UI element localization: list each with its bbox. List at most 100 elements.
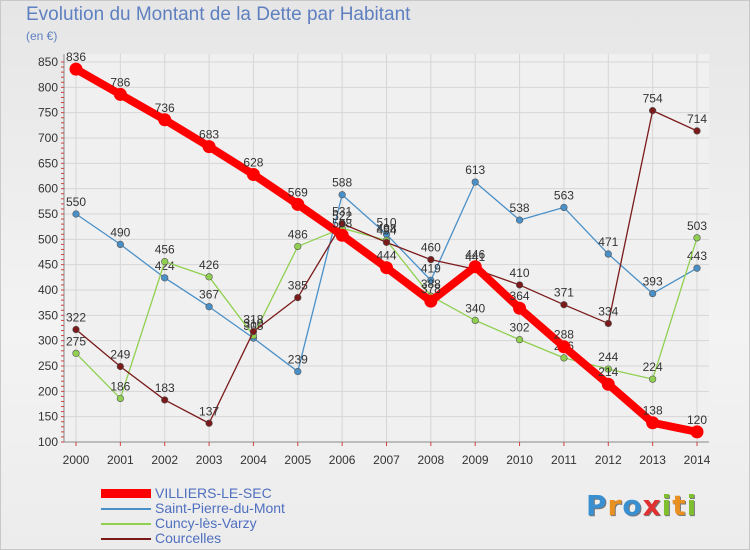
y-tick-label: 300: [38, 334, 58, 348]
data-point: [116, 240, 124, 248]
y-tick-label: 500: [38, 232, 58, 246]
y-tick-label: 450: [38, 258, 58, 272]
data-label: 186: [110, 379, 130, 393]
data-label: 214: [598, 365, 618, 379]
data-point: [427, 276, 435, 284]
data-point: [161, 396, 169, 404]
data-label: 683: [199, 128, 219, 142]
data-label: 378: [421, 282, 441, 296]
data-point: [205, 419, 213, 427]
data-label: 444: [376, 249, 396, 263]
data-label: 714: [687, 112, 707, 126]
data-point: [604, 365, 612, 373]
y-tick-label: 750: [38, 106, 58, 120]
data-label: 510: [376, 215, 396, 229]
data-label: 456: [155, 243, 175, 257]
y-tick-label: 700: [38, 131, 58, 145]
data-point: [158, 113, 172, 127]
data-label: 388: [421, 277, 441, 291]
x-tick-label: 2011: [551, 453, 577, 467]
y-tick-label: 350: [38, 308, 58, 322]
data-label: 498: [376, 221, 396, 235]
data-point: [515, 281, 524, 289]
y-tick-label: 150: [38, 410, 58, 424]
data-point: [72, 349, 80, 357]
series-villiers-le-sec: 836 786 736 683 628 569 508 444 378 446 364 288 214 1…: [66, 50, 707, 439]
data-point: [335, 228, 349, 242]
data-label: 508: [332, 216, 352, 230]
y-tick-label: 400: [38, 283, 58, 297]
x-tick-label: 2013: [639, 453, 666, 467]
data-point: [291, 197, 305, 211]
y-tick-label: 800: [38, 80, 58, 94]
data-point: [294, 294, 302, 302]
data-label: 183: [155, 381, 175, 395]
data-point: [72, 325, 80, 334]
data-point: [515, 336, 524, 344]
data-label: 340: [465, 301, 485, 315]
x-tick-label: 2003: [196, 453, 223, 467]
x-tick-label: 2014: [684, 453, 711, 467]
data-point: [205, 303, 213, 311]
x-tick-label: 2000: [63, 453, 90, 467]
legend-item: VILLIERS-LE-SEC: [101, 486, 285, 501]
legend: VILLIERS-LE-SEC Saint-Pierre-du-Mont Cuncy…: [101, 486, 285, 546]
data-point: [202, 140, 216, 154]
data-label: 563: [554, 188, 574, 202]
data-label: 424: [155, 259, 175, 273]
legend-swatch: [101, 489, 151, 498]
data-point: [649, 107, 657, 115]
data-point: [116, 362, 124, 371]
data-label: 736: [155, 101, 175, 115]
legend-swatch: [101, 537, 151, 540]
data-label: 490: [110, 225, 130, 239]
data-point: [424, 294, 438, 308]
data-label: 410: [510, 266, 530, 280]
series-courcelles: 322 249 183 137 318 385 531 494 460 441 410 371 334 7…: [66, 92, 707, 427]
data-point: [646, 416, 660, 430]
data-label: 460: [421, 241, 441, 255]
data-label: 419: [421, 261, 441, 275]
data-point: [382, 238, 391, 246]
data-point: [246, 167, 260, 181]
data-point: [161, 258, 169, 266]
data-label: 249: [110, 348, 130, 362]
y-tick-label: 250: [38, 359, 58, 373]
data-point: [205, 273, 213, 281]
data-label: 588: [332, 176, 352, 190]
x-tick-label: 2001: [107, 453, 134, 467]
legend-item: Cuncy-lès-Varzy: [101, 516, 285, 531]
data-point: [161, 274, 169, 282]
data-label: 224: [643, 360, 663, 374]
data-point: [338, 220, 346, 228]
x-tick-label: 2004: [240, 453, 267, 467]
legend-item: Saint-Pierre-du-Mont: [101, 501, 285, 516]
y-tick-label: 550: [38, 207, 58, 221]
data-label: 786: [110, 75, 130, 89]
data-point: [294, 242, 302, 251]
data-label: 385: [288, 279, 308, 293]
y-tick-label: 650: [38, 156, 58, 170]
chart-title: Evolution du Montant de la Dette par Hab…: [26, 4, 411, 25]
y-tick-label: 100: [38, 435, 58, 449]
data-label: 318: [243, 313, 263, 327]
data-label: 446: [465, 248, 485, 262]
legend-swatch: [101, 507, 151, 510]
data-point: [604, 319, 612, 328]
data-point: [72, 210, 80, 218]
data-point: [560, 301, 568, 309]
data-label: 441: [465, 250, 485, 264]
data-label: 367: [199, 288, 219, 302]
data-label: 334: [598, 304, 618, 318]
x-tick-label: 2010: [506, 453, 533, 467]
data-label: 275: [66, 334, 86, 348]
data-label: 503: [687, 219, 707, 233]
y-tick-label: 600: [38, 182, 58, 196]
data-point: [427, 256, 435, 264]
legend-label: Saint-Pierre-du-Mont: [155, 500, 285, 516]
x-tick-label: 2006: [329, 453, 356, 467]
data-point: [338, 191, 346, 199]
data-point: [690, 425, 704, 439]
y-axis-unit: (en €): [26, 29, 58, 43]
